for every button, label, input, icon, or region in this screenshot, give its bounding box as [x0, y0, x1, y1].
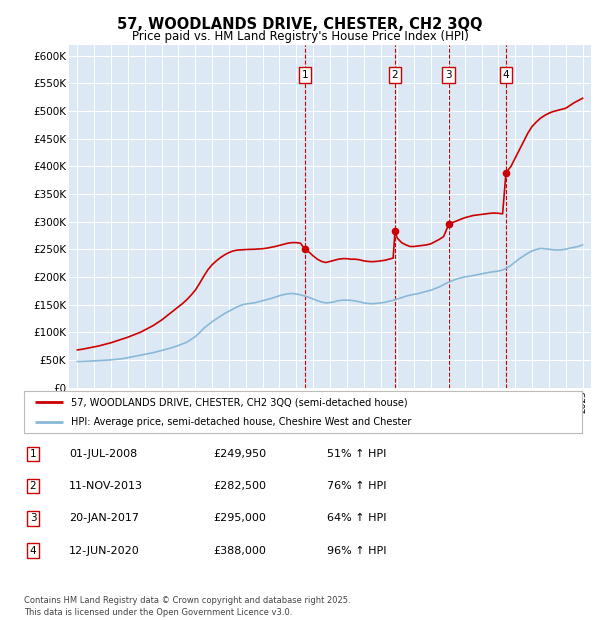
Text: £388,000: £388,000: [213, 546, 266, 556]
Text: Price paid vs. HM Land Registry's House Price Index (HPI): Price paid vs. HM Land Registry's House …: [131, 30, 469, 43]
Text: 4: 4: [503, 70, 509, 80]
Text: 51% ↑ HPI: 51% ↑ HPI: [327, 449, 386, 459]
Text: 57, WOODLANDS DRIVE, CHESTER, CH2 3QQ: 57, WOODLANDS DRIVE, CHESTER, CH2 3QQ: [117, 17, 483, 32]
Text: 11-NOV-2013: 11-NOV-2013: [69, 481, 143, 491]
Text: £295,000: £295,000: [213, 513, 266, 523]
Text: £282,500: £282,500: [213, 481, 266, 491]
Text: £249,950: £249,950: [213, 449, 266, 459]
Text: 2: 2: [392, 70, 398, 80]
Text: 96% ↑ HPI: 96% ↑ HPI: [327, 546, 386, 556]
Text: 3: 3: [29, 513, 37, 523]
Text: 01-JUL-2008: 01-JUL-2008: [69, 449, 137, 459]
Text: 57, WOODLANDS DRIVE, CHESTER, CH2 3QQ (semi-detached house): 57, WOODLANDS DRIVE, CHESTER, CH2 3QQ (s…: [71, 397, 408, 407]
Text: 76% ↑ HPI: 76% ↑ HPI: [327, 481, 386, 491]
Text: 2: 2: [29, 481, 37, 491]
Text: HPI: Average price, semi-detached house, Cheshire West and Chester: HPI: Average price, semi-detached house,…: [71, 417, 412, 427]
Text: 12-JUN-2020: 12-JUN-2020: [69, 546, 140, 556]
Text: 1: 1: [301, 70, 308, 80]
Text: Contains HM Land Registry data © Crown copyright and database right 2025.
This d: Contains HM Land Registry data © Crown c…: [24, 596, 350, 617]
Text: 1: 1: [29, 449, 37, 459]
Text: 64% ↑ HPI: 64% ↑ HPI: [327, 513, 386, 523]
Text: 4: 4: [29, 546, 37, 556]
Text: 20-JAN-2017: 20-JAN-2017: [69, 513, 139, 523]
Text: 3: 3: [445, 70, 452, 80]
